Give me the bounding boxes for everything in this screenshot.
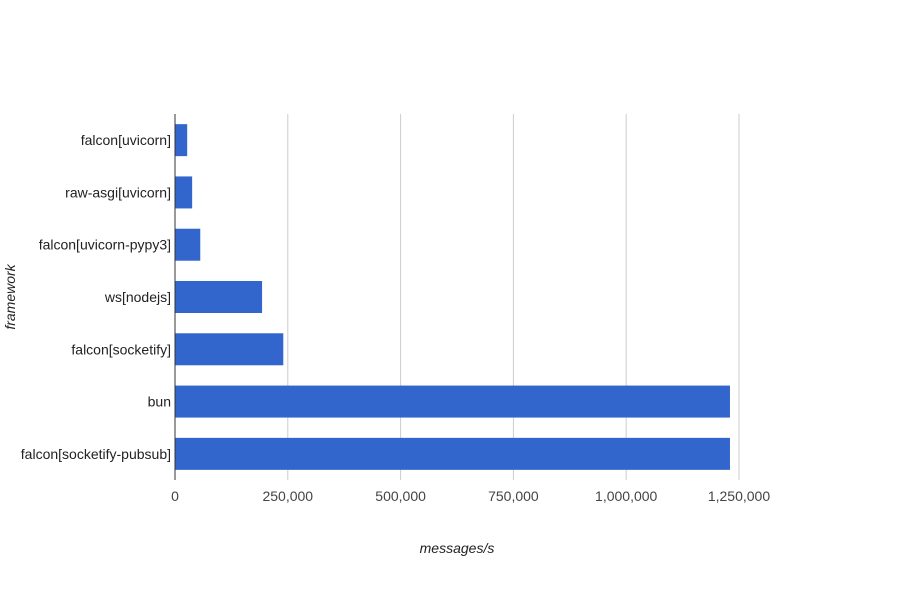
- category-label: ws[nodejs]: [104, 289, 171, 305]
- category-label: falcon[socketify]: [71, 341, 171, 357]
- grid-lines: [287, 114, 740, 480]
- x-tick-label: 0: [171, 488, 179, 504]
- bar: [175, 385, 730, 418]
- bar: [175, 176, 193, 209]
- bars: [175, 124, 730, 470]
- x-tick-label: 500,000: [375, 488, 426, 504]
- bar: [175, 333, 284, 366]
- bar: [175, 228, 201, 261]
- category-labels: falcon[uvicorn] raw-asgi[uvicorn] falcon[u…: [21, 132, 171, 462]
- x-axis-title: messages/s: [420, 540, 495, 556]
- x-tick-labels: 0 250,000 500,000 750,000 1,000,000 1,250,000: [171, 488, 770, 504]
- x-tick-label: 1,000,000: [595, 488, 657, 504]
- category-label: bun: [148, 394, 171, 410]
- y-axis-title: framework: [2, 263, 18, 329]
- x-tick-label: 250,000: [262, 488, 313, 504]
- bar: [175, 437, 730, 470]
- bar: [175, 124, 188, 157]
- category-label: falcon[socketify-pubsub]: [21, 446, 171, 462]
- x-tick-label: 1,250,000: [708, 488, 770, 504]
- category-label: raw-asgi[uvicorn]: [65, 184, 171, 200]
- x-tick-label: 750,000: [488, 488, 539, 504]
- category-label: falcon[uvicorn]: [81, 132, 171, 148]
- bar: [175, 281, 263, 313]
- category-label: falcon[uvicorn-pypy3]: [39, 237, 171, 253]
